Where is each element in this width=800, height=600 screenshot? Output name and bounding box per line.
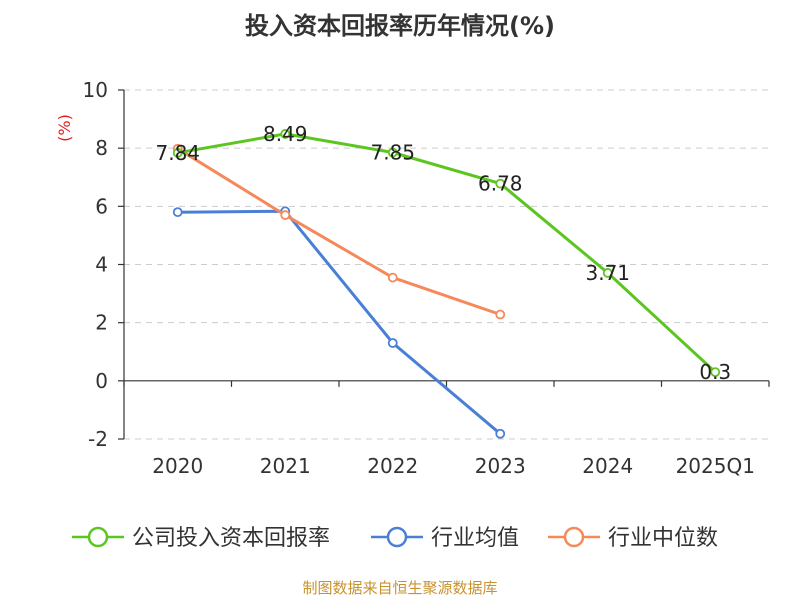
data-point [280, 129, 291, 139]
x-tick-label: 2022 [367, 454, 418, 478]
data-point [495, 178, 506, 189]
axes: -2 0 2 4 6 8 10 2020 2021 2022 2023 2024 2025Q1 [83, 78, 770, 478]
legend-marker [563, 526, 585, 548]
x-tick-label: 2024 [582, 454, 633, 478]
legend: 公司投入资本回报率 行业均值 行业中位数 [72, 526, 718, 551]
data-label: 7.84 [155, 141, 200, 165]
data-point [387, 147, 398, 158]
source-note: 制图数据来自恒生聚源数据库 [302, 579, 497, 597]
data-point [602, 268, 613, 278]
data-label: 8.49 [263, 122, 308, 146]
y-tick-label: -2 [88, 427, 108, 451]
data-label: 7.85 [370, 141, 415, 165]
data-point [280, 210, 291, 220]
legend-marker [386, 526, 408, 548]
series-1 [172, 206, 506, 439]
data-label: 3.71 [585, 261, 630, 285]
x-tick-label: 2023 [475, 454, 526, 478]
legend-label: 行业中位数 [608, 526, 718, 551]
series-0: 7.84 8.49 7.85 6.78 3.71 0.3 [155, 122, 731, 384]
data-point [387, 272, 398, 283]
legend-label: 公司投入资本回报率 [132, 526, 330, 551]
data-label: 0.3 [699, 360, 731, 384]
data-point [387, 338, 398, 348]
y-tick-label: 4 [95, 253, 108, 277]
data-point [710, 367, 721, 378]
data-point [172, 207, 183, 218]
legend-item-1: 行业均值 [371, 526, 519, 551]
y-tick-label: 6 [95, 194, 108, 218]
series-layer: 7.84 8.49 7.85 6.78 3.71 0.3 [155, 122, 731, 439]
series-line [177, 132, 717, 374]
data-label: 6.78 [478, 172, 523, 196]
x-tick-label: 2021 [260, 454, 311, 478]
grid [124, 89, 769, 440]
y-tick-label: 0 [95, 369, 108, 393]
x-tick-label: 2025Q1 [676, 454, 755, 478]
legend-label: 行业均值 [431, 526, 519, 551]
chart-title: 投入资本回报率历年情况(%) [245, 12, 555, 40]
data-point [495, 309, 506, 320]
y-tick-label: 2 [95, 311, 108, 335]
data-point [172, 147, 183, 158]
legend-item-0: 公司投入资本回报率 [72, 526, 330, 551]
y-axis-label: (%) [55, 114, 74, 142]
data-point [495, 428, 506, 439]
series-line [177, 147, 501, 316]
legend-marker [87, 526, 109, 548]
x-tick-label: 2020 [152, 454, 203, 478]
y-tick-label: 8 [95, 136, 108, 160]
series-line [177, 209, 502, 435]
legend-item-2: 行业中位数 [548, 526, 718, 551]
y-tick-label: 10 [83, 78, 108, 102]
